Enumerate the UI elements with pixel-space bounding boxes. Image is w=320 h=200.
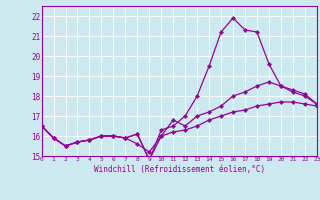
X-axis label: Windchill (Refroidissement éolien,°C): Windchill (Refroidissement éolien,°C) (94, 165, 265, 174)
